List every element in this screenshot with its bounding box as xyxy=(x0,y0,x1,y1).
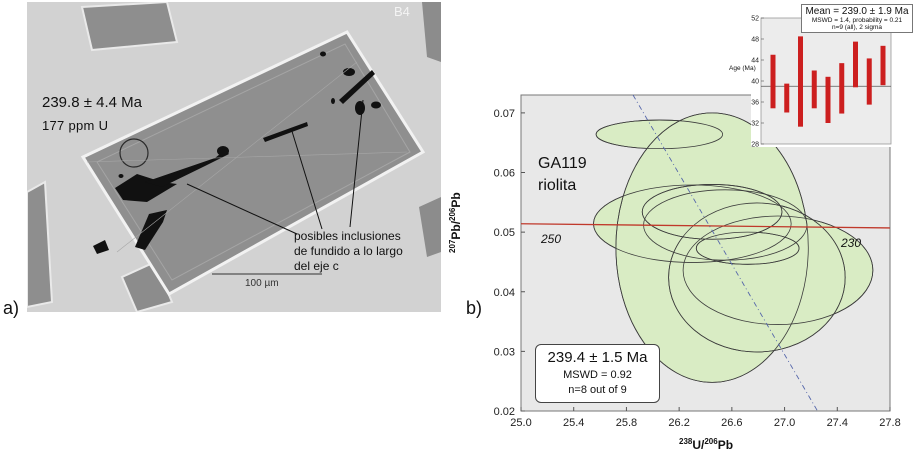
concordia-label-230: 230 xyxy=(841,236,862,250)
inset-error-bar-2 xyxy=(784,83,790,113)
x-tick-label: 27.4 xyxy=(827,417,848,429)
x-tick-label: 27.8 xyxy=(879,417,900,429)
inset-y-tick-label: 248 xyxy=(751,37,759,44)
y-tick-label: 0.06 xyxy=(494,168,515,180)
inset-bars xyxy=(761,36,891,127)
inset-chart: 228 232 236 240 244 248 252 xyxy=(747,16,892,149)
inset-y-tick-label: 240 xyxy=(751,79,759,86)
error-ellipse-outline-7 xyxy=(695,231,800,265)
y-tick-label: 0.02 xyxy=(494,406,515,418)
weighted-mean-inset: 228 232 236 240 244 248 252 Mean = 239.0 ± 1.9… xyxy=(729,3,913,149)
inset-y-tick-label: 232 xyxy=(751,121,759,128)
sem-drawing xyxy=(27,2,441,312)
sem-image: B4 239.8 ± 4.4 Ma 177 ppm U posibles inc… xyxy=(27,2,441,312)
inset-summary-box: Mean = 239.0 ± 1.9 Ma MSWD = 1.4, probab… xyxy=(801,4,913,33)
error-ellipse-outline-8 xyxy=(641,184,783,240)
tick-layer: 25.0 25.4 25.8 26.2 26.6 27.0 27.4 27.8 0.02 0.03… xyxy=(494,108,901,429)
inclusion-annotation: posibles inclusiones de fundido a lo lar… xyxy=(294,229,403,274)
annotation-line-1: posibles inclusiones xyxy=(294,229,401,243)
inset-y-tick-label: 236 xyxy=(751,100,759,107)
scale-bar-label: 100 µm xyxy=(245,278,279,289)
concordia-label-250: 250 xyxy=(541,232,562,246)
inset-n: n=9 (all), 2 sigma xyxy=(831,24,883,31)
sample-name: GA119 xyxy=(538,155,587,172)
grain-age-label: 239.8 ± 4.4 Ma xyxy=(42,94,142,111)
x-tick-label: 25.4 xyxy=(563,417,584,429)
panel-a-label: a) xyxy=(3,298,20,318)
rock-type: riolita xyxy=(538,177,577,194)
y-tick-label: 0.03 xyxy=(494,346,515,358)
x-axis-label: 238U/206Pb xyxy=(679,437,734,452)
inset-y-tick-label: 252 xyxy=(751,16,759,23)
error-ellipse-outline-5 xyxy=(682,215,874,325)
inset-y-label: Age (Ma) xyxy=(729,65,756,72)
annotation-line-2: de fundido a lo largo xyxy=(294,244,403,258)
inset-mean: Mean = 239.0 ± 1.9 Ma xyxy=(805,6,909,17)
line-layer xyxy=(520,94,891,412)
inset-y-tick-label: 228 xyxy=(751,142,759,148)
inset-error-bar-4 xyxy=(811,70,817,109)
inset-error-bar-6 xyxy=(839,63,845,114)
error-ellipse-outline-4 xyxy=(615,112,809,383)
error-ellipse-outline-2 xyxy=(593,184,792,263)
ellipse-layer xyxy=(593,112,874,383)
inset-mswd: MSWD = 1.4, probability = 0.21 xyxy=(811,17,903,24)
concordia-curve xyxy=(520,223,891,229)
grain-id-label: B4 xyxy=(394,4,410,19)
annotation-line-3: del eje c xyxy=(294,259,339,273)
x-tick-label: 26.2 xyxy=(668,417,689,429)
uranium-label: 177 ppm U xyxy=(42,118,109,133)
inset-error-bar-1 xyxy=(770,54,776,109)
inset-error-bar-7 xyxy=(853,41,858,88)
result-n: n=8 out of 9 xyxy=(568,384,627,396)
result-mswd: MSWD = 0.92 xyxy=(563,369,632,381)
x-tick-label: 26.6 xyxy=(721,417,742,429)
x-tick-label: 25.8 xyxy=(616,417,637,429)
result-box: 239.4 ± 1.5 Ma MSWD = 0.92 n=8 out of 9 xyxy=(535,344,660,403)
regression-line xyxy=(632,94,818,412)
x-tick-label: 27.0 xyxy=(774,417,795,429)
panel-b-label: b) xyxy=(466,298,483,318)
inset-error-bar-8 xyxy=(866,58,872,105)
error-ellipse-outline-6 xyxy=(668,202,846,353)
inset-error-bar-5 xyxy=(825,76,831,123)
y-tick-label: 0.07 xyxy=(494,108,515,120)
inset-error-bar-9 xyxy=(880,45,886,86)
y-tick-label: 0.05 xyxy=(494,227,515,239)
y-tick-label: 0.04 xyxy=(494,287,515,299)
x-tick-label: 25.0 xyxy=(510,417,531,429)
error-ellipse-outline-1 xyxy=(595,119,724,150)
inset-error-bar-3 xyxy=(798,36,803,127)
inset-ticks: 228 232 236 240 244 248 252 xyxy=(747,16,764,149)
result-age: 239.4 ± 1.5 Ma xyxy=(547,349,648,366)
inset-y-tick-label: 244 xyxy=(751,58,759,65)
y-axis-label: 207Pb/206Pb xyxy=(448,192,463,253)
